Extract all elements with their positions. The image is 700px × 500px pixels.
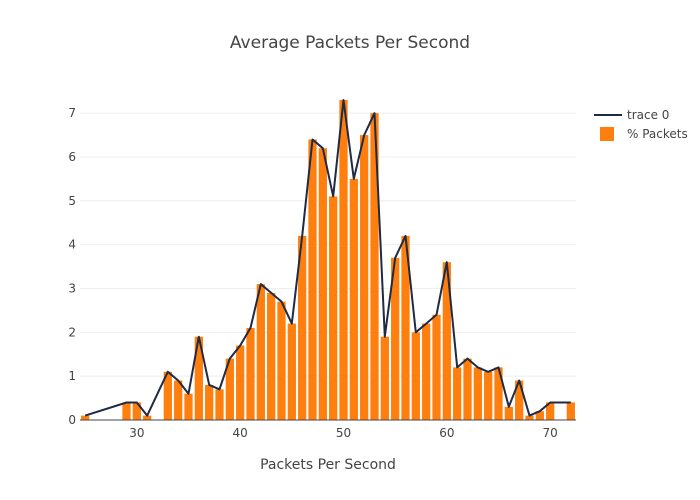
bar (546, 402, 555, 420)
legend-bar-swatch (600, 127, 614, 141)
bar (401, 235, 410, 420)
bar (184, 393, 193, 420)
x-tick-label: 70 (543, 426, 558, 440)
bar (535, 411, 544, 420)
y-tick-label: 6 (68, 150, 76, 164)
bar (215, 389, 224, 420)
legend-label: % Packets (627, 127, 688, 141)
bar (81, 415, 90, 420)
bar (225, 358, 234, 420)
y-tick-label: 5 (68, 194, 76, 208)
bar (267, 292, 276, 420)
y-tick-label: 1 (68, 369, 76, 383)
bars-series (81, 100, 575, 421)
bar (277, 301, 286, 420)
bar (308, 139, 317, 420)
x-tick-label: 40 (233, 426, 248, 440)
bar (515, 380, 524, 420)
bar (380, 336, 389, 420)
bar (422, 323, 431, 420)
bar (122, 402, 131, 420)
bar (463, 358, 472, 420)
bar (318, 148, 327, 420)
bar (504, 406, 513, 420)
chart-title: Average Packets Per Second (229, 33, 471, 53)
y-tick-label: 2 (68, 325, 76, 339)
x-tick-label: 50 (336, 426, 351, 440)
series-line (84, 99, 571, 417)
bar (132, 402, 141, 420)
y-tick-label: 4 (68, 238, 76, 252)
line-series (84, 99, 571, 417)
bar (287, 323, 296, 420)
bar (370, 113, 379, 420)
bar (391, 257, 400, 420)
bar (298, 235, 307, 420)
bar (484, 371, 493, 420)
bar (473, 367, 482, 420)
bar (143, 415, 152, 420)
bar (174, 380, 183, 420)
grid-lines (80, 112, 576, 377)
bar (411, 332, 420, 420)
bar (453, 367, 462, 420)
bar (236, 345, 245, 420)
bar (432, 314, 441, 420)
bar (360, 135, 369, 421)
y-tick-label: 3 (68, 281, 76, 295)
y-tick-label: 0 (68, 413, 76, 427)
bar (349, 178, 358, 420)
axes: 0 1 2 3 4 5 6 7 30 40 50 60 70 (68, 106, 576, 440)
legend[interactable]: trace 0 % Packets (594, 108, 688, 141)
x-tick-label: 30 (129, 426, 144, 440)
bar (494, 367, 503, 420)
bar (339, 100, 348, 420)
bar (256, 284, 265, 420)
bar (163, 371, 172, 420)
x-axis-title: Packets Per Second (260, 457, 396, 473)
bar (329, 196, 338, 420)
bar (525, 415, 534, 420)
bar (566, 402, 575, 420)
bar (194, 336, 203, 420)
bar (205, 384, 214, 420)
legend-label: trace 0 (627, 108, 669, 122)
y-tick-label: 7 (68, 106, 76, 120)
bar (246, 327, 255, 420)
x-tick-label: 60 (439, 426, 454, 440)
bar (442, 262, 451, 420)
